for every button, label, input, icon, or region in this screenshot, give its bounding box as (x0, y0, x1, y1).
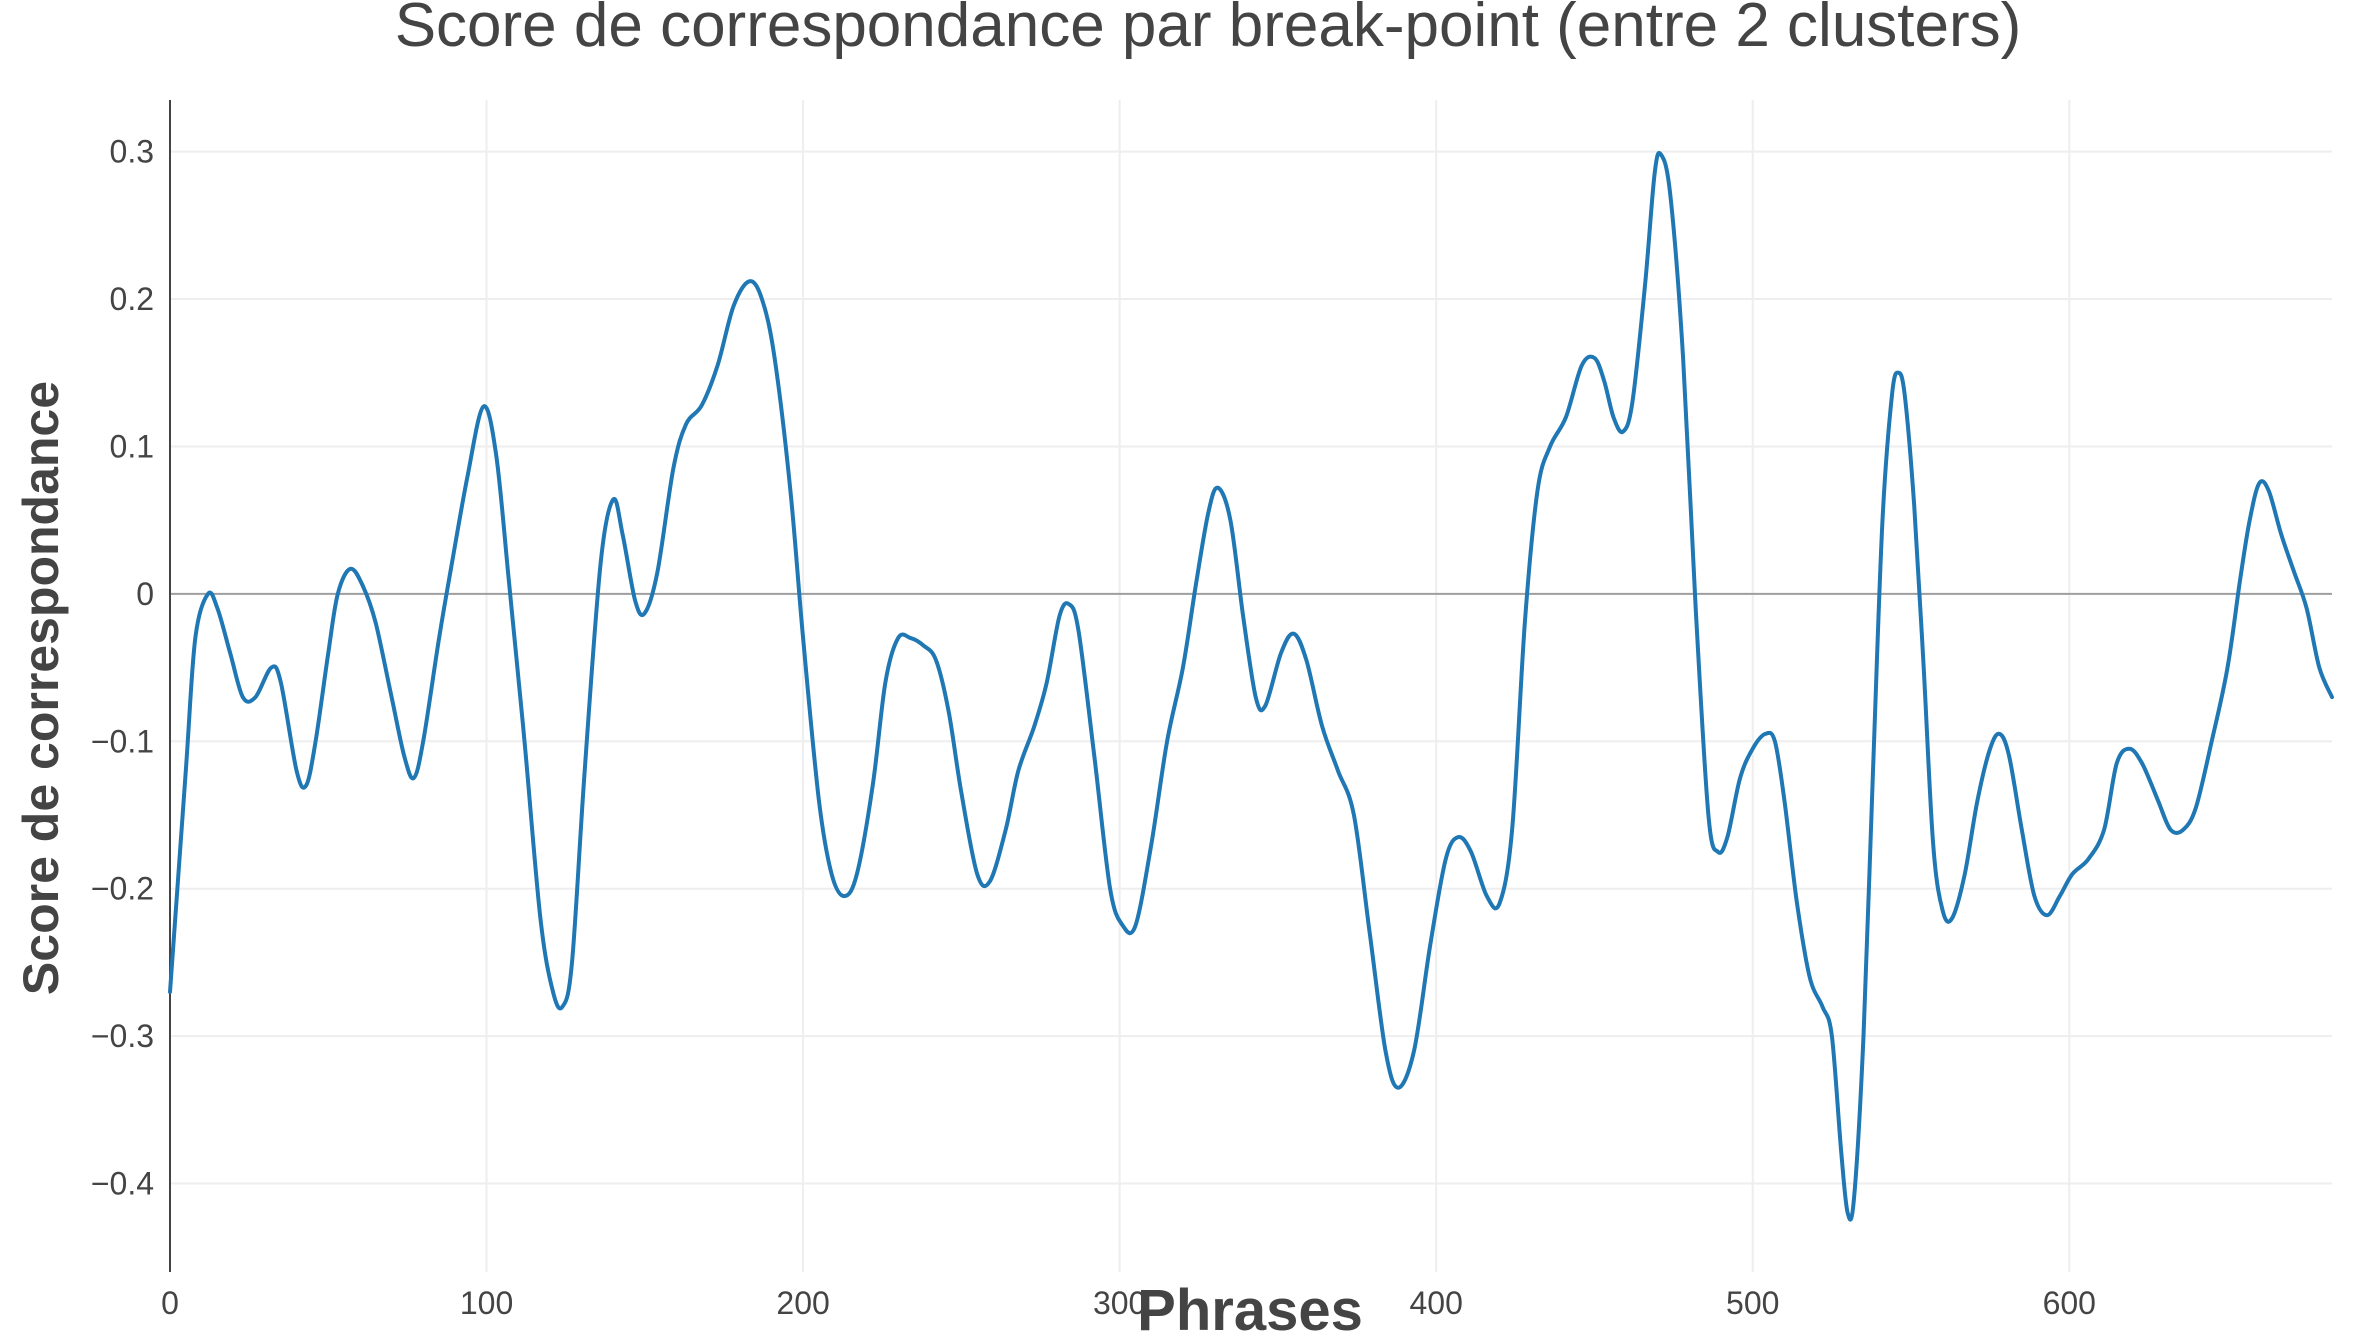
x-tick-label: 400 (1409, 1285, 1462, 1321)
y-gridlines (170, 150, 2332, 1185)
y-tick-label: 0.1 (110, 428, 154, 464)
x-tick-label: 0 (161, 1285, 179, 1321)
series-line (168, 150, 2334, 1222)
x-tick-label: 200 (776, 1285, 829, 1321)
x-tick-label: 500 (1726, 1285, 1779, 1321)
series-layer (168, 150, 2334, 1222)
x-axis-ticks: 0 100 200 300 400 500 600 (161, 1285, 2096, 1321)
y-axis-ticks: 0.3 0.2 0.1 0 −0.1 −0.2 −0.3 −0.4 (91, 134, 154, 1202)
y-tick-label: 0.3 (110, 134, 154, 170)
chart-title: Score de correspondance par break-point … (395, 0, 2022, 60)
y-tick-label: 0.2 (110, 281, 154, 317)
x-gridlines (485, 100, 2071, 1272)
y-tick-label: 0 (136, 576, 154, 612)
x-axis-title: Phrases (1137, 1278, 1363, 1337)
x-tick-label: 600 (2043, 1285, 2096, 1321)
y-tick-label: −0.4 (91, 1166, 154, 1202)
y-tick-label: −0.2 (91, 871, 154, 907)
y-axis-title: Score de correspondance (13, 381, 69, 995)
x-tick-label: 100 (460, 1285, 513, 1321)
y-tick-label: −0.3 (91, 1018, 154, 1054)
x-tick-label: 300 (1093, 1285, 1146, 1321)
y-tick-label: −0.1 (91, 723, 154, 759)
